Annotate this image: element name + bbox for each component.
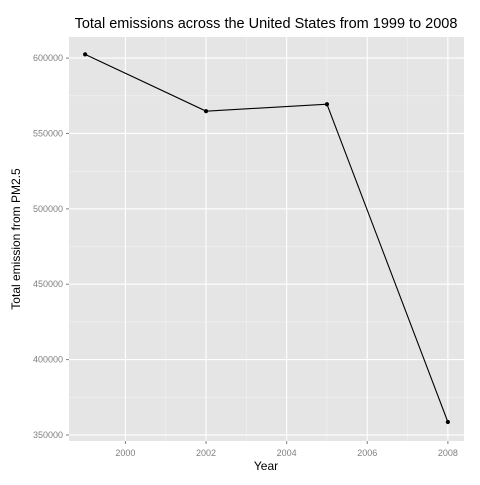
y-tick-label: 400000 <box>33 355 63 365</box>
y-axis-title: Total emission from PM2.5 <box>9 168 23 310</box>
data-point <box>203 109 209 114</box>
major-gridlines <box>69 37 464 441</box>
x-axis-title: Year <box>254 459 278 473</box>
x-axis-ticks: 2000 2002 2004 2006 2008 <box>115 441 458 458</box>
plot-panel <box>69 37 464 441</box>
data-series <box>83 52 450 425</box>
data-point <box>83 52 88 57</box>
data-point <box>445 419 450 425</box>
x-tick-label: 2006 <box>357 448 377 458</box>
y-tick-label: 500000 <box>33 204 63 214</box>
x-tick-label: 2008 <box>438 448 458 458</box>
y-tick-label: 350000 <box>33 430 63 440</box>
series-line <box>84 53 449 423</box>
y-tick-label: 600000 <box>33 53 63 63</box>
x-tick-label: 2004 <box>277 448 297 458</box>
x-tick-label: 2002 <box>196 448 216 458</box>
data-point <box>324 102 330 107</box>
y-tick-label: 550000 <box>33 128 63 138</box>
chart-title: Total emissions across the United States… <box>75 16 458 32</box>
x-tick-label: 2000 <box>115 448 135 458</box>
y-axis-ticks: 350000 400000 450000 500000 550000 600000 <box>33 53 69 440</box>
y-tick-label: 450000 <box>33 279 63 289</box>
